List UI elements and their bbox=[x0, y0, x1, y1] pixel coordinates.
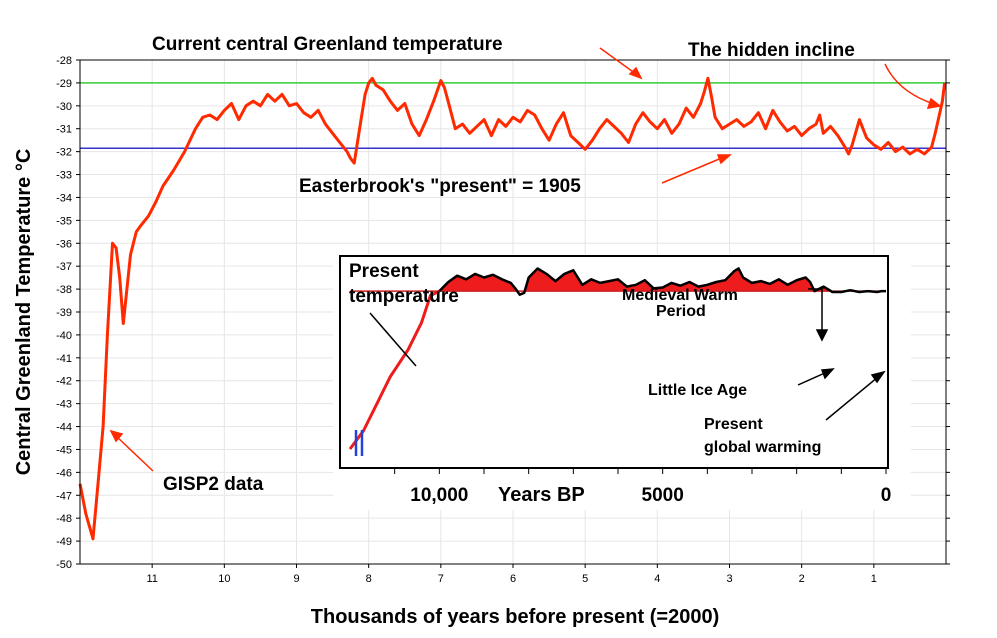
y-tick-label: -44 bbox=[56, 422, 72, 434]
y-axis-label: Central Greenland Temperature °C bbox=[13, 149, 35, 476]
inset-x-ticks: 10,000 5000 0 bbox=[394, 468, 892, 506]
annotation-hidden-incline: The hidden incline bbox=[688, 40, 855, 61]
y-tick-label: -43 bbox=[56, 399, 72, 411]
y-tick-label: -34 bbox=[56, 192, 72, 204]
inset-annotation-lia: Little Ice Age bbox=[648, 382, 747, 399]
y-tick-label: -49 bbox=[56, 536, 72, 548]
inset-x-tick-label: 10,000 bbox=[410, 485, 468, 506]
inset-frame bbox=[339, 255, 889, 469]
y-tick-label: -50 bbox=[56, 559, 72, 571]
y-tick-label: -48 bbox=[56, 513, 72, 525]
x-tick-label: 4 bbox=[654, 573, 660, 585]
arrow-head bbox=[815, 329, 829, 342]
inset-annotation-pgw-2: global warming bbox=[704, 439, 821, 456]
inset-early-line bbox=[348, 289, 440, 450]
arrow-gisp2 bbox=[115, 435, 154, 472]
x-axis-label: Thousands of years before present (=2000… bbox=[311, 606, 719, 628]
annotation-current-temp: Current central Greenland temperature bbox=[152, 34, 503, 55]
arrow-head bbox=[820, 368, 835, 380]
y-tick-label: -32 bbox=[56, 147, 72, 159]
y-tick-label: -28 bbox=[56, 55, 72, 67]
y-tick-label: -37 bbox=[56, 261, 72, 273]
main-series bbox=[78, 76, 947, 541]
annotation-gisp2: GISP2 data bbox=[163, 474, 264, 495]
y-tick-label: -42 bbox=[56, 376, 72, 388]
inset-arrow-mwp bbox=[808, 288, 823, 333]
y-tick-label: -38 bbox=[56, 284, 72, 296]
arrow-hidden-incline bbox=[884, 63, 935, 105]
reference-lines bbox=[80, 82, 946, 149]
inset-arrow-lia bbox=[797, 371, 828, 386]
arrow-current-temp bbox=[599, 47, 637, 75]
inset-arrow-present bbox=[369, 312, 417, 367]
x-tick-label: 8 bbox=[366, 573, 372, 585]
y-tick-label: -39 bbox=[56, 307, 72, 319]
arrow-head bbox=[926, 97, 942, 109]
arrow-head bbox=[870, 370, 886, 384]
x-tick-label: 1 bbox=[871, 573, 877, 585]
x-axis-ticks: 11 10 9 8 7 6 5 4 3 2 1 bbox=[146, 564, 877, 585]
x-tick-label: 2 bbox=[799, 573, 805, 585]
y-axis-ticks: -28 -29 -30 -31 -32 -33 -34 -35 -36 -37 -38 -39 -40 -… bbox=[56, 55, 950, 571]
inset-annotation-present-1: Present bbox=[349, 261, 419, 282]
arrow-head bbox=[109, 429, 124, 443]
arrow-head bbox=[716, 154, 732, 165]
x-tick-label: 5 bbox=[582, 573, 588, 585]
y-tick-label: -40 bbox=[56, 330, 72, 342]
x-tick-label: 10 bbox=[218, 573, 230, 585]
inset-arrows bbox=[369, 288, 886, 421]
inset-chart: 10,000 5000 0 Present temperature Medieval… bbox=[333, 254, 911, 510]
annotation-easterbrook: Easterbrook's "present" = 1905 bbox=[299, 176, 581, 197]
y-tick-label: -47 bbox=[56, 490, 72, 502]
inset-arrow-pgw bbox=[825, 376, 879, 421]
y-tick-label: -30 bbox=[56, 101, 72, 113]
inset-x-tick-label: 5000 bbox=[642, 485, 684, 506]
x-tick-label: 6 bbox=[510, 573, 516, 585]
inset-x-axis-label: Years BP bbox=[498, 484, 585, 506]
y-tick-label: -46 bbox=[56, 467, 72, 479]
y-tick-label: -33 bbox=[56, 170, 72, 182]
inset-annotation-present-2: temperature bbox=[349, 286, 459, 307]
arrow-easterbrook bbox=[661, 156, 725, 184]
inset-annotation-mwp-1: Medieval Warm bbox=[622, 287, 738, 304]
x-tick-label: 9 bbox=[293, 573, 299, 585]
inset-warm-area bbox=[439, 268, 886, 292]
inset-x-tick-label: 0 bbox=[881, 485, 892, 506]
x-tick-label: 11 bbox=[146, 573, 157, 585]
x-tick-label: 3 bbox=[726, 573, 732, 585]
x-tick-label: 7 bbox=[438, 573, 444, 585]
y-tick-label: -29 bbox=[56, 78, 72, 90]
inset-annotation-mwp-2: Period bbox=[656, 303, 706, 320]
y-tick-label: -45 bbox=[56, 444, 72, 456]
arrow-head bbox=[628, 66, 643, 80]
y-tick-label: -41 bbox=[56, 353, 72, 365]
annotation-arrows bbox=[109, 47, 942, 472]
series-line-gisp2 bbox=[78, 76, 947, 541]
y-tick-label: -36 bbox=[56, 238, 72, 250]
inset-annotation-pgw-1: Present bbox=[704, 416, 763, 433]
y-tick-label: -31 bbox=[56, 124, 72, 136]
y-tick-label: -35 bbox=[56, 215, 72, 227]
